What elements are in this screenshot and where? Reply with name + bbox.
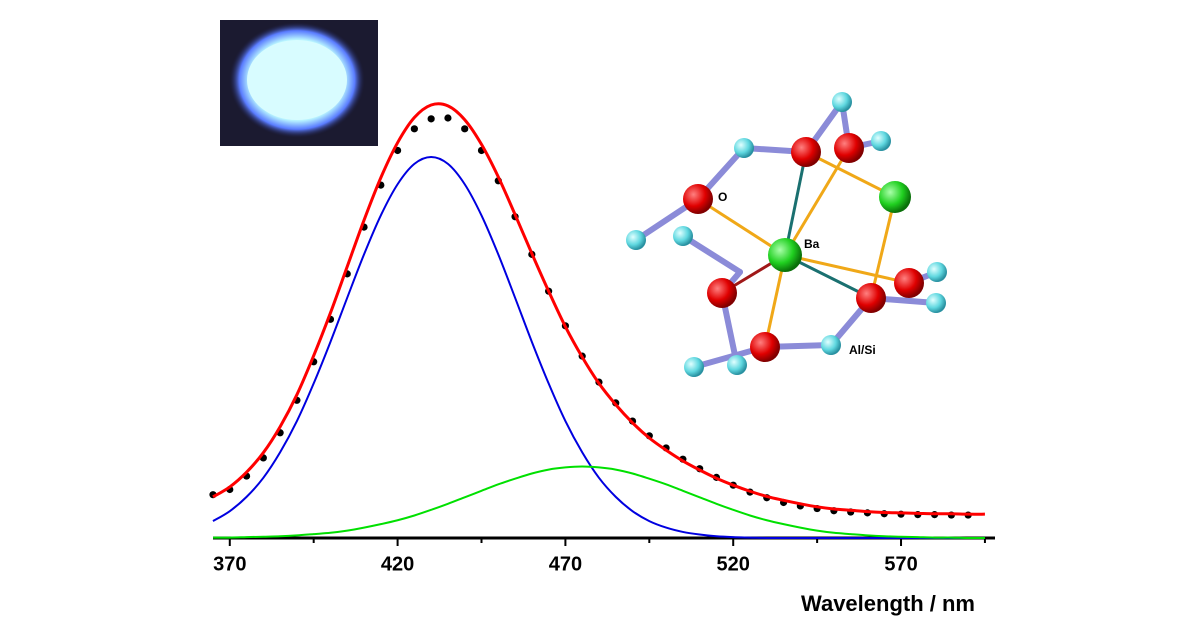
annotation: Al/Si <box>849 343 876 357</box>
data-point <box>444 114 452 122</box>
x-axis-title: Wavelength / nm <box>801 591 975 616</box>
crystal-structure: O Ba Al/Si <box>626 92 947 377</box>
annotation: O <box>718 190 727 204</box>
line <box>212 465 985 540</box>
data-point <box>410 125 418 133</box>
line <box>212 102 985 516</box>
x-tick-label: 370 <box>213 553 246 575</box>
data-point <box>461 125 469 133</box>
line <box>212 155 985 540</box>
x-tick-label: 470 <box>549 553 582 575</box>
x-tick-label: 420 <box>381 553 414 575</box>
x-tick-label: 520 <box>717 553 750 575</box>
annotation: Ba <box>804 237 820 251</box>
data-point <box>427 115 435 123</box>
x-tick-label: 570 <box>884 553 917 575</box>
photo-inset <box>220 20 378 146</box>
